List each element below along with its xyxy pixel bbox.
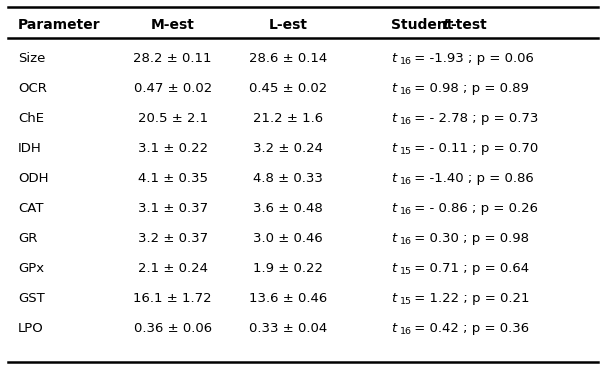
Text: GR: GR [18,232,38,245]
Text: Size: Size [18,52,45,65]
Text: LPO: LPO [18,322,44,335]
Text: 28.6 ± 0.14: 28.6 ± 0.14 [248,52,327,65]
Text: 4.8 ± 0.33: 4.8 ± 0.33 [253,172,323,185]
Text: 20.5 ± 2.1: 20.5 ± 2.1 [138,112,208,125]
Text: 16: 16 [400,117,412,126]
Text: 0.45 ± 0.02: 0.45 ± 0.02 [248,82,327,95]
Text: t: t [443,18,450,32]
Text: 1.9 ± 0.22: 1.9 ± 0.22 [253,262,323,275]
Text: 3.0 ± 0.46: 3.0 ± 0.46 [253,232,323,245]
Text: 13.6 ± 0.46: 13.6 ± 0.46 [248,292,327,305]
Text: ODH: ODH [18,172,48,185]
Text: 16: 16 [400,237,412,246]
Text: 16: 16 [400,177,412,186]
Text: CAT: CAT [18,202,44,215]
Text: t: t [391,52,396,65]
Text: GPx: GPx [18,262,44,275]
Text: 3.1 ± 0.37: 3.1 ± 0.37 [138,202,208,215]
Text: IDH: IDH [18,142,42,155]
Text: = - 2.78 ; p = 0.73: = - 2.78 ; p = 0.73 [410,112,538,125]
Text: t: t [391,112,396,125]
Text: GST: GST [18,292,45,305]
Text: = 0.30 ; p = 0.98: = 0.30 ; p = 0.98 [410,232,529,245]
Text: 16: 16 [400,87,412,96]
Text: 0.33 ± 0.04: 0.33 ± 0.04 [248,322,327,335]
Text: 16: 16 [400,327,412,336]
Text: L-est: L-est [268,18,307,32]
Text: ChE: ChE [18,112,44,125]
Text: = -1.93 ; p = 0.06: = -1.93 ; p = 0.06 [410,52,534,65]
Text: t: t [391,262,396,275]
Text: 2.1 ± 0.24: 2.1 ± 0.24 [138,262,208,275]
Text: M-est: M-est [151,18,195,32]
Text: = 0.71 ; p = 0.64: = 0.71 ; p = 0.64 [410,262,529,275]
Text: t: t [391,202,396,215]
Text: Parameter: Parameter [18,18,101,32]
Text: 3.2 ± 0.37: 3.2 ± 0.37 [138,232,208,245]
Text: = - 0.11 ; p = 0.70: = - 0.11 ; p = 0.70 [410,142,538,155]
Text: t: t [391,292,396,305]
Text: 3.2 ± 0.24: 3.2 ± 0.24 [253,142,323,155]
Text: = 0.42 ; p = 0.36: = 0.42 ; p = 0.36 [410,322,529,335]
Text: 15: 15 [400,297,412,306]
Text: OCR: OCR [18,82,47,95]
Text: 28.2 ± 0.11: 28.2 ± 0.11 [133,52,212,65]
Text: t: t [391,232,396,245]
Text: t: t [391,172,396,185]
Text: t: t [391,322,396,335]
Text: = 1.22 ; p = 0.21: = 1.22 ; p = 0.21 [410,292,530,305]
Text: 3.6 ± 0.48: 3.6 ± 0.48 [253,202,323,215]
Text: Student: Student [391,18,458,32]
Text: 15: 15 [400,267,412,276]
Text: = -1.40 ; p = 0.86: = -1.40 ; p = 0.86 [410,172,534,185]
Text: = 0.98 ; p = 0.89: = 0.98 ; p = 0.89 [410,82,529,95]
Text: t: t [391,82,396,95]
Text: = - 0.86 ; p = 0.26: = - 0.86 ; p = 0.26 [410,202,538,215]
Text: 21.2 ± 1.6: 21.2 ± 1.6 [253,112,323,125]
Text: 16.1 ± 1.72: 16.1 ± 1.72 [133,292,212,305]
Text: t: t [391,142,396,155]
Text: 0.36 ± 0.06: 0.36 ± 0.06 [134,322,211,335]
Text: 4.1 ± 0.35: 4.1 ± 0.35 [138,172,208,185]
Text: 16: 16 [400,207,412,216]
Text: 16: 16 [400,57,412,66]
Text: 15: 15 [400,147,412,156]
Text: 3.1 ± 0.22: 3.1 ± 0.22 [138,142,208,155]
Text: -test: -test [450,18,487,32]
Text: 0.47 ± 0.02: 0.47 ± 0.02 [133,82,212,95]
